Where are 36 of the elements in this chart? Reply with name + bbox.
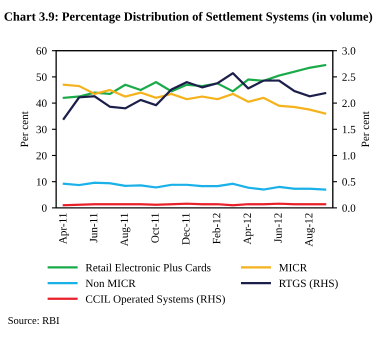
x-tick-label: Jun-11 (90, 213, 98, 242)
y-axis-title: Per cent (20, 111, 28, 148)
y-tick-label: 0 (42, 204, 47, 212)
line-series (62, 84, 326, 115)
legend-label: MICR (279, 264, 308, 272)
x-tick-label: Oct-11 (151, 213, 159, 243)
y2-tick-label: 0.0 (342, 204, 356, 212)
y-tick-label: 50 (36, 73, 47, 81)
line-series (62, 72, 326, 120)
y2-tick-label: 1.5 (342, 126, 356, 134)
y2-tick-label: 1.0 (342, 152, 356, 160)
y2-tick-label: 0.5 (342, 178, 356, 186)
y-tick-label: 40 (36, 100, 47, 108)
y2-tick-label: 2.5 (342, 73, 356, 81)
y2-tick-label: 2.0 (342, 100, 356, 108)
x-tick-label: Apr-11 (59, 213, 69, 244)
y-tick-label: 20 (36, 152, 47, 160)
x-tick-label: Feb-12 (212, 213, 220, 244)
chart-title: Chart 3.9: Percentage Distribution of Settlement Systems (in volume) (4, 12, 372, 24)
legend-label: Non MICR (86, 280, 136, 288)
y2-tick-label: 3.0 (342, 47, 356, 55)
x-tick-label: Jun-12 (274, 213, 282, 243)
legend-label: CCIL Operated Systems (RHS) (86, 294, 225, 306)
source-note: Source: RBI (8, 317, 60, 324)
legend-label: RTGS (RHS) (279, 279, 338, 290)
x-tick-label: Aug-12 (305, 213, 315, 247)
x-tick-label: Dec-11 (182, 213, 190, 245)
line-series (62, 182, 326, 191)
legend-label: Retail Electronic Plus Cards (86, 264, 211, 272)
y2-axis-title: Per cent (362, 111, 370, 148)
x-tick-label: Apr-12 (244, 213, 254, 244)
y-tick-label: 60 (36, 47, 47, 55)
line-series (62, 64, 326, 99)
y-tick-label: 30 (36, 126, 47, 134)
x-tick-label: Aug-11 (120, 213, 130, 246)
y-tick-label: 10 (36, 178, 47, 186)
